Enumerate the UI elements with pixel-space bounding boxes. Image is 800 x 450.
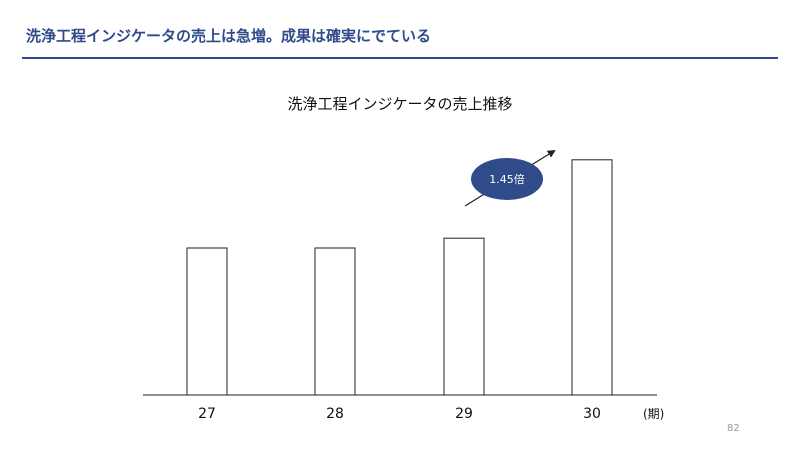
bar-27 (186, 247, 228, 396)
chart-title: 洗浄工程インジケータの売上推移 (287, 95, 512, 113)
x-tick-27: 27 (198, 406, 216, 422)
x-axis-unit: (期) (643, 407, 664, 421)
bar-29 (443, 237, 485, 396)
growth-badge-label: 1.45倍 (489, 172, 525, 186)
tick-layer: 27 28 29 30 (198, 406, 601, 422)
x-tick-30: 30 (583, 406, 601, 422)
bar-30 (571, 159, 613, 396)
bars-layer (186, 159, 613, 396)
page-number: 82 (727, 423, 740, 434)
bar-28 (314, 247, 356, 396)
x-tick-29: 29 (455, 406, 473, 422)
x-tick-28: 28 (326, 406, 344, 422)
slide-title: 洗浄工程インジケータの売上は急増。成果は確実にでている (26, 27, 432, 45)
growth-badge (471, 158, 543, 200)
title-rule (22, 57, 778, 59)
